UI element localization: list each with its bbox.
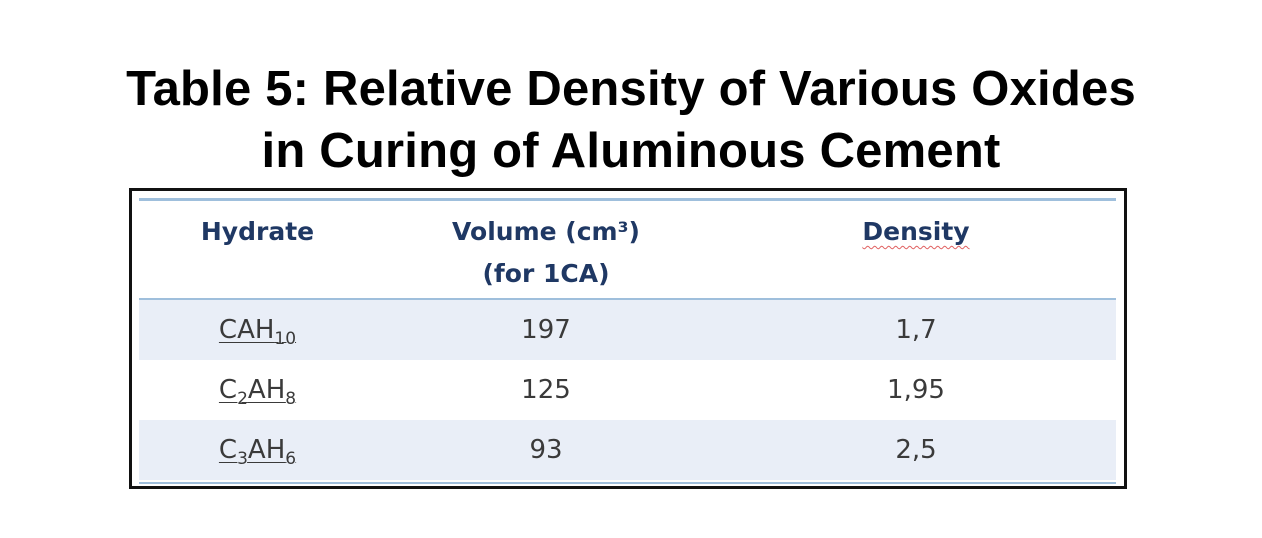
volume-cell: 93 xyxy=(529,435,563,465)
header-volume-sublabel: (for 1CA) xyxy=(482,259,610,288)
volume-cell: 197 xyxy=(521,315,571,345)
header-density: Density xyxy=(716,201,1116,253)
density-table-frame: Hydrate Volume (cm³) (for 1CA) Density C… xyxy=(129,188,1127,489)
table-row: C3AH6 93 2,5 xyxy=(139,420,1116,480)
header-volume-label: Volume (cm³) xyxy=(452,217,640,246)
header-volume: Volume (cm³) (for 1CA) xyxy=(376,201,716,295)
hydrate-cell: C3AH6 xyxy=(139,435,376,469)
table-row: C2AH8 125 1,95 xyxy=(139,360,1116,420)
title-line-2: in Curing of Aluminous Cement xyxy=(261,124,1001,178)
hydrate-formula: CAH10 xyxy=(218,315,297,349)
density-cell: 1,95 xyxy=(887,375,945,405)
hydrate-cell: CAH10 xyxy=(139,315,376,349)
page-title: Table 5: Relative Density of Various Oxi… xyxy=(0,58,1262,182)
table-header-row: Hydrate Volume (cm³) (for 1CA) Density xyxy=(139,201,1116,300)
table-row: CAH10 197 1,7 xyxy=(139,300,1116,360)
title-line-1: Table 5: Relative Density of Various Oxi… xyxy=(126,62,1136,116)
hydrate-cell: C2AH8 xyxy=(139,375,376,409)
density-cell: 1,7 xyxy=(895,315,937,345)
header-hydrate: Hydrate xyxy=(139,201,376,253)
volume-cell: 125 xyxy=(521,375,571,405)
density-table: Hydrate Volume (cm³) (for 1CA) Density C… xyxy=(139,198,1116,484)
density-cell: 2,5 xyxy=(895,435,937,465)
header-hydrate-label: Hydrate xyxy=(200,217,315,246)
hydrate-formula: C2AH8 xyxy=(218,375,297,409)
header-density-label: Density xyxy=(862,217,970,246)
hydrate-formula: C3AH6 xyxy=(218,435,297,469)
